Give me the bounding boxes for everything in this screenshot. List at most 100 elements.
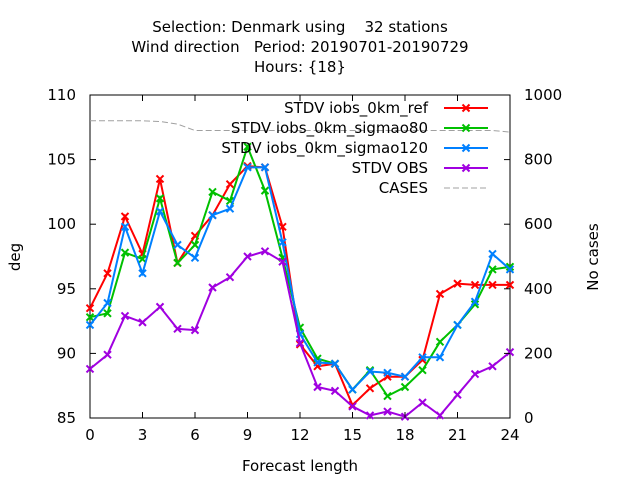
x-axis-label: Forecast length bbox=[242, 457, 358, 475]
data-point-2-8 bbox=[225, 204, 235, 213]
y2-axis-label: No cases bbox=[584, 223, 602, 291]
series-1 bbox=[85, 142, 515, 401]
data-point-3-0 bbox=[85, 364, 95, 374]
y2-tick-label: 600 bbox=[524, 215, 553, 233]
data-point-3-6 bbox=[190, 325, 200, 335]
legend-label: STDV OBS bbox=[352, 159, 428, 177]
data-point-2-14 bbox=[330, 359, 340, 368]
data-point-2-15 bbox=[348, 385, 357, 394]
data-point-2-4 bbox=[155, 207, 165, 216]
title-line-1: Selection: Denmark using 32 stations bbox=[152, 18, 448, 36]
data-point-1-19 bbox=[418, 365, 427, 375]
data-point-2-13 bbox=[313, 358, 322, 367]
x-tick-label: 18 bbox=[395, 426, 414, 444]
y-tick-label: 110 bbox=[47, 86, 76, 104]
data-point-1-6 bbox=[190, 240, 200, 250]
legend-label: CASES bbox=[379, 179, 428, 197]
data-point-3-3 bbox=[138, 318, 147, 327]
series-layer bbox=[85, 120, 515, 421]
data-point-1-2 bbox=[120, 248, 130, 257]
data-point-3-2 bbox=[120, 311, 130, 321]
y2-tick-label: 200 bbox=[524, 344, 553, 362]
title-line-2: Wind direction Period: 20190701-20190729 bbox=[131, 38, 468, 56]
data-point-3-10 bbox=[260, 247, 270, 256]
series-3 bbox=[85, 247, 515, 421]
data-point-1-9 bbox=[243, 142, 252, 151]
data-point-1-17 bbox=[383, 391, 392, 401]
data-point-1-22 bbox=[470, 300, 480, 309]
data-point-1-0 bbox=[85, 313, 95, 322]
data-point-0-4 bbox=[155, 174, 165, 184]
data-point-3-8 bbox=[225, 272, 235, 282]
data-point-3-20 bbox=[435, 411, 445, 420]
data-point-2-24 bbox=[505, 265, 515, 274]
data-point-0-8 bbox=[225, 179, 235, 189]
data-point-2-2 bbox=[120, 222, 130, 231]
y2-tick-label: 0 bbox=[524, 409, 534, 427]
y-tick-label: 105 bbox=[47, 151, 76, 169]
series-line-1 bbox=[89, 143, 511, 398]
x-tick-label: 12 bbox=[290, 426, 309, 444]
legend-label: STDV iobs_0km_sigmao120 bbox=[221, 139, 428, 158]
data-point-0-23 bbox=[488, 280, 497, 290]
data-point-2-3 bbox=[138, 269, 147, 278]
data-point-3-17 bbox=[383, 407, 392, 416]
data-point-3-15 bbox=[348, 402, 357, 411]
legend-marker bbox=[461, 143, 471, 153]
legend-entry-0: STDV iobs_0km_ref bbox=[284, 99, 488, 118]
legend-label: STDV iobs_0km_sigmao80 bbox=[231, 119, 428, 138]
data-point-2-10 bbox=[260, 163, 270, 172]
data-point-1-4 bbox=[155, 194, 165, 203]
data-point-3-23 bbox=[488, 362, 497, 371]
data-point-2-19 bbox=[418, 353, 427, 362]
data-point-1-5 bbox=[173, 258, 182, 268]
y-tick-label: 90 bbox=[57, 344, 76, 362]
legend-entry-1: STDV iobs_0km_sigmao80 bbox=[231, 119, 488, 138]
data-point-2-6 bbox=[190, 253, 200, 262]
data-point-0-2 bbox=[120, 212, 130, 221]
series-0 bbox=[85, 161, 515, 410]
data-point-1-18 bbox=[400, 382, 410, 392]
data-point-2-0 bbox=[85, 320, 95, 330]
data-point-0-22 bbox=[470, 280, 480, 290]
data-point-0-24 bbox=[505, 280, 515, 290]
data-point-3-5 bbox=[173, 324, 182, 334]
legend-marker bbox=[461, 123, 471, 133]
data-point-2-18 bbox=[400, 372, 410, 381]
y-axis-label: deg bbox=[6, 243, 24, 271]
series-line-4 bbox=[90, 120, 511, 133]
axis-ticks: 0 3 6 9 12 15 18 21 24 85 90 95 100 105 110 0 200 400 600 8… bbox=[47, 86, 562, 444]
data-point-2-1 bbox=[103, 298, 112, 308]
data-point-2-17 bbox=[383, 368, 392, 377]
data-point-0-21 bbox=[453, 279, 462, 288]
legend-entry-3: STDV OBS bbox=[352, 159, 488, 177]
data-point-0-1 bbox=[103, 269, 112, 278]
data-point-2-20 bbox=[435, 353, 445, 362]
data-point-3-22 bbox=[470, 369, 480, 379]
data-point-3-19 bbox=[418, 398, 427, 407]
data-point-3-9 bbox=[243, 252, 252, 261]
data-point-1-23 bbox=[488, 265, 497, 274]
data-point-3-11 bbox=[278, 257, 287, 266]
y-tick-label: 85 bbox=[57, 409, 76, 427]
data-point-1-7 bbox=[208, 187, 217, 197]
series-line-0 bbox=[89, 165, 510, 407]
data-point-2-9 bbox=[243, 163, 252, 172]
data-point-2-7 bbox=[208, 210, 217, 220]
legend-entry-4: CASES bbox=[379, 179, 488, 197]
series-4 bbox=[90, 120, 511, 133]
data-point-3-13 bbox=[313, 382, 322, 392]
x-tick-label: 24 bbox=[500, 426, 519, 444]
legend-entry-2: STDV iobs_0km_sigmao120 bbox=[221, 139, 488, 158]
series-line-2 bbox=[89, 166, 511, 392]
data-point-0-16 bbox=[365, 384, 375, 393]
data-point-0-20 bbox=[435, 289, 445, 299]
data-point-2-11 bbox=[278, 238, 287, 247]
legend-label: STDV iobs_0km_ref bbox=[284, 99, 429, 118]
x-tick-label: 3 bbox=[138, 426, 148, 444]
data-point-2-23 bbox=[488, 249, 497, 259]
data-point-3-4 bbox=[155, 302, 165, 312]
x-tick-label: 21 bbox=[448, 426, 467, 444]
